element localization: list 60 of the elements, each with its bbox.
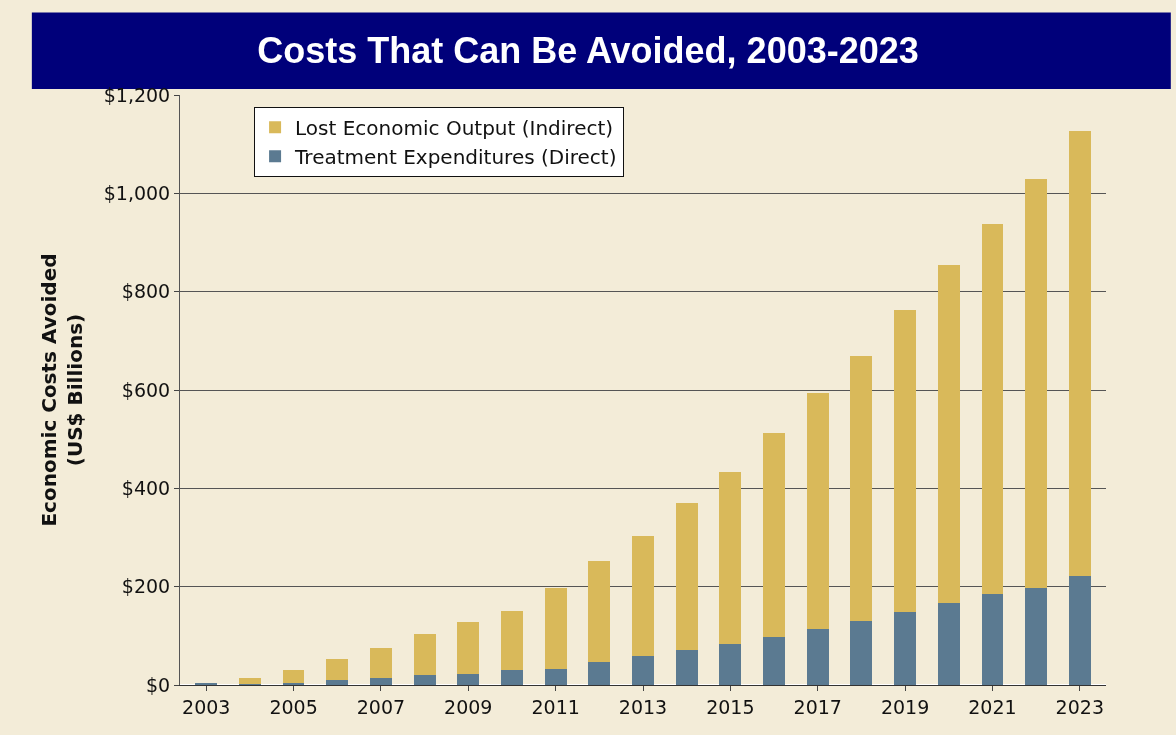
chart-title: Costs That Can Be Avoided, 2003-2023 [257,29,919,71]
bar [1068,130,1091,577]
y-tick-label: $0 [146,673,171,696]
bar [1068,576,1091,685]
bar [413,634,436,676]
bar [282,670,305,683]
bar [544,668,567,685]
bar [981,223,1004,595]
bar [894,309,916,613]
x-tick-label: 2023 [1055,695,1104,718]
bar [1025,178,1048,588]
bar [326,680,349,685]
bar [588,661,611,685]
y-tick-label: $400 [121,476,171,499]
bar [719,471,742,644]
bar [1025,587,1048,685]
x-tick-label: 2003 [182,695,231,718]
x-tick-label: 2007 [356,695,406,718]
bar [457,621,480,675]
x-tick-label: 2011 [531,695,580,718]
y-tick-label: $200 [121,575,171,598]
y-tick-label: $600 [121,378,171,401]
bar [937,603,960,685]
legend-label: Treatment Expenditures (Direct) [294,145,617,170]
x-tick-label: 2009 [444,695,493,718]
bar [850,356,873,621]
bar [370,648,392,678]
bar [326,659,349,681]
x-tick-label: 2021 [968,695,1017,718]
bar [544,587,567,669]
bar [457,674,480,685]
legend-label: Lost Economic Output (Indirect) [295,116,614,141]
bar [981,594,1004,685]
bar [413,675,436,685]
bar [763,637,785,685]
bar [370,677,392,685]
bar [238,677,261,685]
y-tick-label: $1,200 [103,83,171,106]
x-tick-label: 2015 [706,695,755,718]
bar [806,628,829,685]
bar [501,670,523,685]
bar [675,503,698,651]
y-tick-label: $1,000 [103,181,171,204]
bar [501,611,523,671]
bar [937,265,960,604]
bar [763,433,785,638]
bar [632,536,654,657]
bar [850,620,873,685]
x-tick-label: 2019 [880,695,930,718]
bar [719,643,742,685]
bar [894,612,916,685]
bar [675,650,698,685]
x-tick-label: 2017 [793,695,842,718]
y-axis-title: Economic Costs Avoided (US$ Billions) [37,253,88,527]
bar [632,656,654,685]
x-tick-label: 2013 [618,695,668,718]
y-tick-label: $800 [121,280,171,303]
x-tick-label: 2005 [269,695,318,718]
bar [588,561,611,662]
bar [806,393,829,629]
